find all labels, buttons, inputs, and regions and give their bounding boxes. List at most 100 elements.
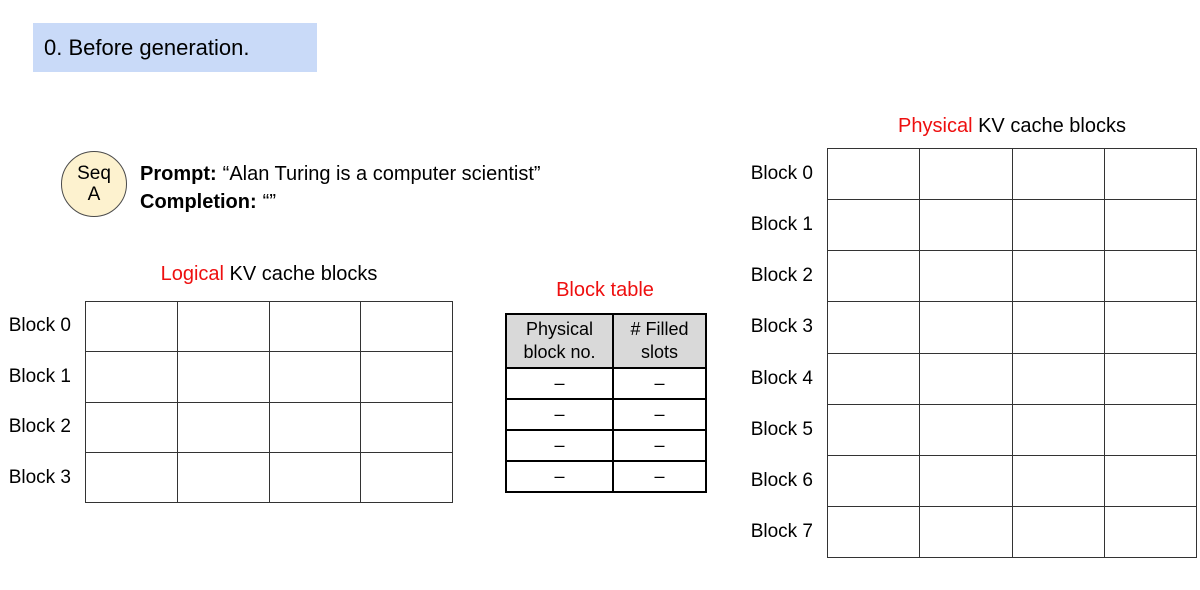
physical-grid-row xyxy=(826,199,1198,252)
block-table-cell: – xyxy=(505,398,614,431)
block-table-cell: – xyxy=(505,367,614,400)
completion-line: Completion: “” xyxy=(140,188,541,216)
physical-title-rest: KV cache blocks xyxy=(972,115,1126,137)
physical-row-label: Block 6 xyxy=(750,470,813,492)
physical-kv-grid xyxy=(826,147,1198,559)
physical-grid-row xyxy=(826,454,1198,507)
grid-cell xyxy=(1011,147,1105,201)
block-table-row: – – xyxy=(505,398,707,431)
physical-row-label: Block 0 xyxy=(750,162,813,184)
block-table-cell: – xyxy=(612,398,707,431)
block-table-header-filled: # Filled slots xyxy=(612,313,707,369)
logical-row-label: Block 2 xyxy=(8,416,71,438)
block-table: Physical block no. # Filled slots – – – … xyxy=(505,313,707,493)
step-title: 0. Before generation. xyxy=(44,34,250,60)
block-table-cell: – xyxy=(612,429,707,462)
grid-cell xyxy=(1011,403,1105,456)
grid-cell xyxy=(826,250,921,303)
grid-cell xyxy=(826,352,921,405)
grid-cell xyxy=(1103,301,1198,354)
physical-row-label: Block 3 xyxy=(750,316,813,338)
logical-row-label: Block 3 xyxy=(8,466,71,488)
grid-cell xyxy=(1011,301,1105,354)
grid-cell xyxy=(919,505,1013,559)
grid-cell xyxy=(1011,199,1105,252)
block-table-row: – – xyxy=(505,429,707,462)
physical-row-label: Block 4 xyxy=(750,367,813,389)
block-table-header-physical: Physical block no. xyxy=(505,313,614,369)
physical-row-label: Block 2 xyxy=(750,265,813,287)
physical-grid-row xyxy=(826,147,1198,201)
physical-title-highlight: Physical xyxy=(898,115,973,137)
grid-cell xyxy=(1103,352,1198,405)
grid-cell xyxy=(919,199,1013,252)
physical-grid-row xyxy=(826,403,1198,456)
completion-value: “” xyxy=(262,191,276,213)
grid-cell xyxy=(1103,250,1198,303)
grid-cell xyxy=(268,351,362,403)
grid-cell xyxy=(1103,454,1198,507)
grid-cell xyxy=(1103,147,1198,201)
grid-cell xyxy=(919,147,1013,201)
grid-cell xyxy=(826,199,921,252)
physical-blocks-title: Physical KV cache blocks xyxy=(827,114,1197,139)
grid-cell xyxy=(85,300,178,353)
grid-cell xyxy=(1103,505,1198,559)
physical-grid-row xyxy=(826,250,1198,303)
sequence-badge-line1: Seq xyxy=(77,162,111,184)
grid-cell xyxy=(919,454,1013,507)
grid-cell xyxy=(268,401,362,453)
sequence-badge-line2: A xyxy=(87,184,101,205)
block-table-cell: – xyxy=(505,460,614,493)
logical-row-label: Block 1 xyxy=(8,365,71,387)
grid-cell xyxy=(176,351,270,403)
grid-cell xyxy=(826,147,921,201)
physical-row-label: Block 1 xyxy=(750,213,813,235)
logical-grid-row xyxy=(85,451,453,504)
logical-kv-grid xyxy=(85,300,453,504)
sequence-text: Prompt: “Alan Turing is a computer scient… xyxy=(140,160,541,216)
physical-row-label: Block 7 xyxy=(750,521,813,543)
prompt-line: Prompt: “Alan Turing is a computer scient… xyxy=(140,160,541,188)
block-table-header-row: Physical block no. # Filled slots xyxy=(505,313,707,369)
logical-row-labels: Block 0 Block 1 Block 2 Block 3 xyxy=(0,301,85,503)
prompt-value: “Alan Turing is a computer scientist” xyxy=(222,163,541,185)
grid-cell xyxy=(268,451,362,504)
grid-cell xyxy=(826,301,921,354)
grid-cell xyxy=(1011,352,1105,405)
sequence-a-badge: Seq A xyxy=(61,151,127,217)
block-table-cell: – xyxy=(612,460,707,493)
physical-row-labels: Block 0 Block 1 Block 2 Block 3 Block 4 … xyxy=(737,148,827,558)
block-table-title: Block table xyxy=(505,278,705,303)
grid-cell xyxy=(1011,505,1105,559)
block-table-cell: – xyxy=(612,367,707,400)
grid-cell xyxy=(360,401,453,453)
physical-grid-row xyxy=(826,352,1198,405)
grid-cell xyxy=(826,454,921,507)
grid-cell xyxy=(919,250,1013,303)
grid-cell xyxy=(826,505,921,559)
physical-grid-row xyxy=(826,505,1198,559)
prompt-label: Prompt: xyxy=(140,163,217,185)
grid-cell xyxy=(360,451,453,504)
grid-cell xyxy=(1103,403,1198,456)
grid-cell xyxy=(1011,250,1105,303)
grid-cell xyxy=(176,300,270,353)
physical-grid-row xyxy=(826,301,1198,354)
grid-cell xyxy=(176,451,270,504)
grid-cell xyxy=(360,300,453,353)
logical-grid-row xyxy=(85,300,453,353)
logical-title-highlight: Logical xyxy=(160,263,224,285)
grid-cell xyxy=(268,300,362,353)
grid-cell xyxy=(919,301,1013,354)
logical-title-rest: KV cache blocks xyxy=(223,263,378,285)
grid-cell xyxy=(826,403,921,456)
block-table-row: – – xyxy=(505,367,707,400)
grid-cell xyxy=(1103,199,1198,252)
grid-cell xyxy=(919,352,1013,405)
grid-cell xyxy=(85,401,178,453)
completion-label: Completion: xyxy=(140,191,257,213)
physical-blocks-section: Block 0 Block 1 Block 2 Block 3 Block 4 … xyxy=(737,147,1198,559)
block-table-cell: – xyxy=(505,429,614,462)
